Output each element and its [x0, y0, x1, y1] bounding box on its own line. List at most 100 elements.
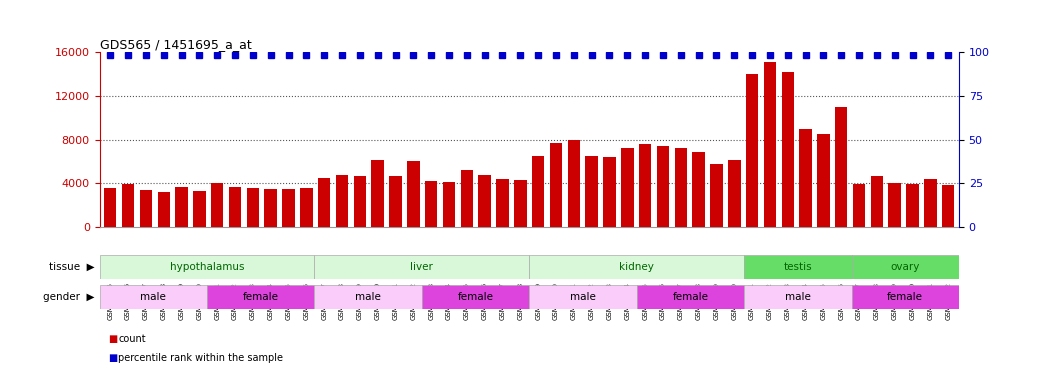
Text: GSM19224: GSM19224 [267, 282, 274, 320]
Bar [157, 192, 170, 227]
Text: hypothalamus: hypothalamus [170, 262, 244, 272]
Text: GSM19222: GSM19222 [232, 282, 238, 320]
Bar [851, 285, 959, 309]
Text: male: male [140, 292, 167, 302]
Bar [479, 175, 490, 227]
Bar [746, 74, 759, 227]
Bar [175, 186, 188, 227]
Text: ■: ■ [108, 353, 117, 363]
Bar [907, 184, 919, 227]
Text: GSM19232: GSM19232 [411, 282, 416, 320]
Bar [461, 170, 473, 227]
Bar [637, 285, 744, 309]
Bar [639, 144, 652, 227]
Text: GSM19223: GSM19223 [249, 282, 256, 320]
Bar [353, 176, 366, 227]
Text: GSM19225: GSM19225 [285, 282, 291, 320]
Text: GSM19216: GSM19216 [125, 282, 131, 320]
Bar [851, 255, 959, 279]
Bar [835, 107, 848, 227]
Text: GSM19217: GSM19217 [143, 282, 149, 320]
Bar [314, 285, 421, 309]
Bar [314, 255, 529, 279]
Bar [100, 255, 314, 279]
Bar [853, 184, 866, 227]
Text: GSM19259: GSM19259 [892, 282, 898, 320]
Text: GSM19238: GSM19238 [518, 282, 523, 320]
Bar [711, 164, 723, 227]
Text: GSM19261: GSM19261 [927, 282, 934, 320]
Text: GSM19233: GSM19233 [429, 282, 434, 320]
Text: GSM19243: GSM19243 [607, 282, 612, 320]
Text: male: male [570, 292, 596, 302]
Text: GSM19226: GSM19226 [303, 282, 309, 320]
Bar [529, 285, 637, 309]
Text: GSM19248: GSM19248 [696, 282, 701, 320]
Text: GSM19221: GSM19221 [214, 282, 220, 320]
Bar [193, 191, 205, 227]
Text: count: count [118, 334, 146, 344]
Bar [586, 156, 597, 227]
Bar [693, 152, 705, 227]
Text: tissue  ▶: tissue ▶ [48, 262, 94, 272]
Text: GSM19260: GSM19260 [910, 282, 916, 320]
Text: GSM19242: GSM19242 [589, 282, 594, 320]
Bar [300, 188, 312, 227]
Text: GDS565 / 1451695_a_at: GDS565 / 1451695_a_at [100, 38, 252, 51]
Bar [208, 285, 314, 309]
Text: GSM19255: GSM19255 [821, 282, 827, 320]
Text: GSM19235: GSM19235 [464, 282, 470, 320]
Bar [228, 186, 241, 227]
Bar [389, 176, 401, 227]
Text: female: female [458, 292, 494, 302]
Bar [532, 156, 544, 227]
Bar [104, 188, 116, 227]
Bar [675, 148, 687, 227]
Bar [744, 285, 852, 309]
Bar [282, 189, 294, 227]
Bar [421, 285, 529, 309]
Text: male: male [785, 292, 811, 302]
Bar [744, 255, 852, 279]
Text: GSM19246: GSM19246 [660, 282, 665, 320]
Bar [529, 255, 744, 279]
Text: GSM19220: GSM19220 [196, 282, 202, 320]
Bar [335, 175, 348, 227]
Text: GSM19227: GSM19227 [321, 282, 327, 320]
Text: GSM19252: GSM19252 [767, 282, 773, 320]
Text: GSM19256: GSM19256 [838, 282, 845, 320]
Text: GSM19236: GSM19236 [482, 282, 487, 320]
Bar [100, 285, 208, 309]
Bar [246, 188, 259, 227]
Bar [604, 157, 616, 227]
Bar [871, 176, 883, 227]
Text: GSM19215: GSM19215 [107, 282, 113, 320]
Bar [442, 182, 455, 227]
Bar [122, 184, 134, 227]
Text: GSM19244: GSM19244 [625, 282, 630, 320]
Text: GSM19237: GSM19237 [500, 282, 505, 320]
Bar [139, 190, 152, 227]
Text: GSM19247: GSM19247 [678, 282, 683, 320]
Bar [800, 129, 812, 227]
Bar [924, 179, 937, 227]
Bar [621, 148, 634, 227]
Text: ■: ■ [108, 334, 117, 344]
Text: GSM19250: GSM19250 [732, 282, 738, 320]
Bar [764, 62, 777, 227]
Text: GSM19253: GSM19253 [785, 282, 791, 320]
Bar [424, 181, 437, 227]
Text: GSM19228: GSM19228 [340, 282, 345, 320]
Bar [497, 179, 508, 227]
Bar [550, 143, 562, 227]
Text: GSM19257: GSM19257 [856, 282, 863, 320]
Text: female: female [243, 292, 279, 302]
Text: GSM19262: GSM19262 [945, 282, 952, 320]
Text: GSM19245: GSM19245 [642, 282, 648, 320]
Bar [942, 186, 955, 227]
Bar [568, 140, 580, 227]
Bar [889, 183, 901, 227]
Text: liver: liver [411, 262, 433, 272]
Text: GSM19240: GSM19240 [553, 282, 559, 320]
Bar [515, 180, 526, 227]
